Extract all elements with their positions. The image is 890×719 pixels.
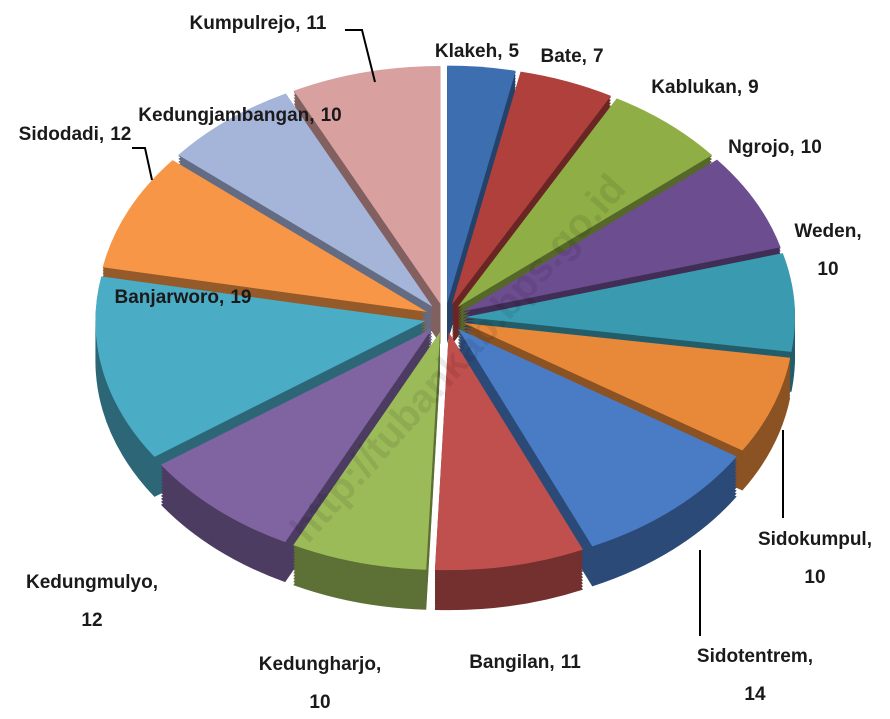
data-label: Sidotentrem, 14 <box>697 646 813 705</box>
slice <box>434 332 583 571</box>
value: 9 <box>748 77 759 98</box>
value: 10 <box>801 137 822 158</box>
category-name: Ngrojo <box>728 137 789 158</box>
data-label: Kedungharjo, 10 <box>259 654 381 713</box>
data-label: Kedungjambangan, 10 <box>138 105 341 126</box>
slice <box>95 276 426 457</box>
value: 5 <box>509 41 520 62</box>
category-name: Kedungharjo <box>259 654 376 675</box>
slice <box>458 328 737 547</box>
data-label: Weden, 10 <box>794 221 861 280</box>
data-label: Kablukan, 9 <box>651 77 758 98</box>
slice <box>463 323 791 451</box>
pie <box>95 65 795 611</box>
category-name: Weden <box>794 221 856 242</box>
value: 10 <box>321 105 342 126</box>
slice <box>462 159 781 312</box>
data-label: Banjarworo, 19 <box>115 287 252 308</box>
slice <box>457 98 713 307</box>
value: 11 <box>306 13 327 34</box>
data-label: Ngrojo, 10 <box>728 137 822 158</box>
slice <box>178 93 433 307</box>
slice <box>293 65 441 304</box>
data-label: Sidodadi, 12 <box>19 124 132 145</box>
value: 14 <box>744 684 766 705</box>
value: 12 <box>110 124 131 145</box>
category-name: Kumpulrejo <box>190 13 296 34</box>
slice <box>102 160 427 312</box>
category-name: Klakeh <box>435 41 497 62</box>
category-name: Sidokumpul <box>758 529 867 550</box>
data-label: Bangilan, 11 <box>469 652 581 673</box>
data-label: Klakeh, 5 <box>435 41 520 62</box>
category-name: Bangilan <box>469 652 549 673</box>
leader-line <box>345 29 376 83</box>
value: 19 <box>230 287 251 308</box>
value: 7 <box>593 46 604 67</box>
value: 10 <box>817 259 838 280</box>
value: 12 <box>81 610 102 631</box>
leader-line <box>132 147 153 181</box>
data-label: Sidokumpul, 10 <box>758 529 872 588</box>
value: 11 <box>561 652 582 673</box>
slice <box>447 65 516 304</box>
category-name: Banjarworo <box>115 287 220 308</box>
value: 10 <box>804 567 825 588</box>
slice <box>464 253 795 352</box>
data-label: Bate, 7 <box>540 46 603 67</box>
slice <box>451 71 611 305</box>
category-name: Sidotentrem <box>697 646 808 667</box>
slice <box>160 328 432 543</box>
category-name: Kablukan <box>651 77 737 98</box>
data-label: Kedungmulyo, 12 <box>26 572 158 631</box>
data-label: Kumpulrejo, 11 <box>190 13 327 34</box>
category-name: Kedungjambangan <box>138 105 309 126</box>
slice <box>293 331 441 570</box>
value: 10 <box>309 692 330 713</box>
category-name: Bate <box>540 46 581 67</box>
category-name: Kedungmulyo <box>26 572 153 593</box>
category-name: Sidodadi <box>19 124 99 145</box>
